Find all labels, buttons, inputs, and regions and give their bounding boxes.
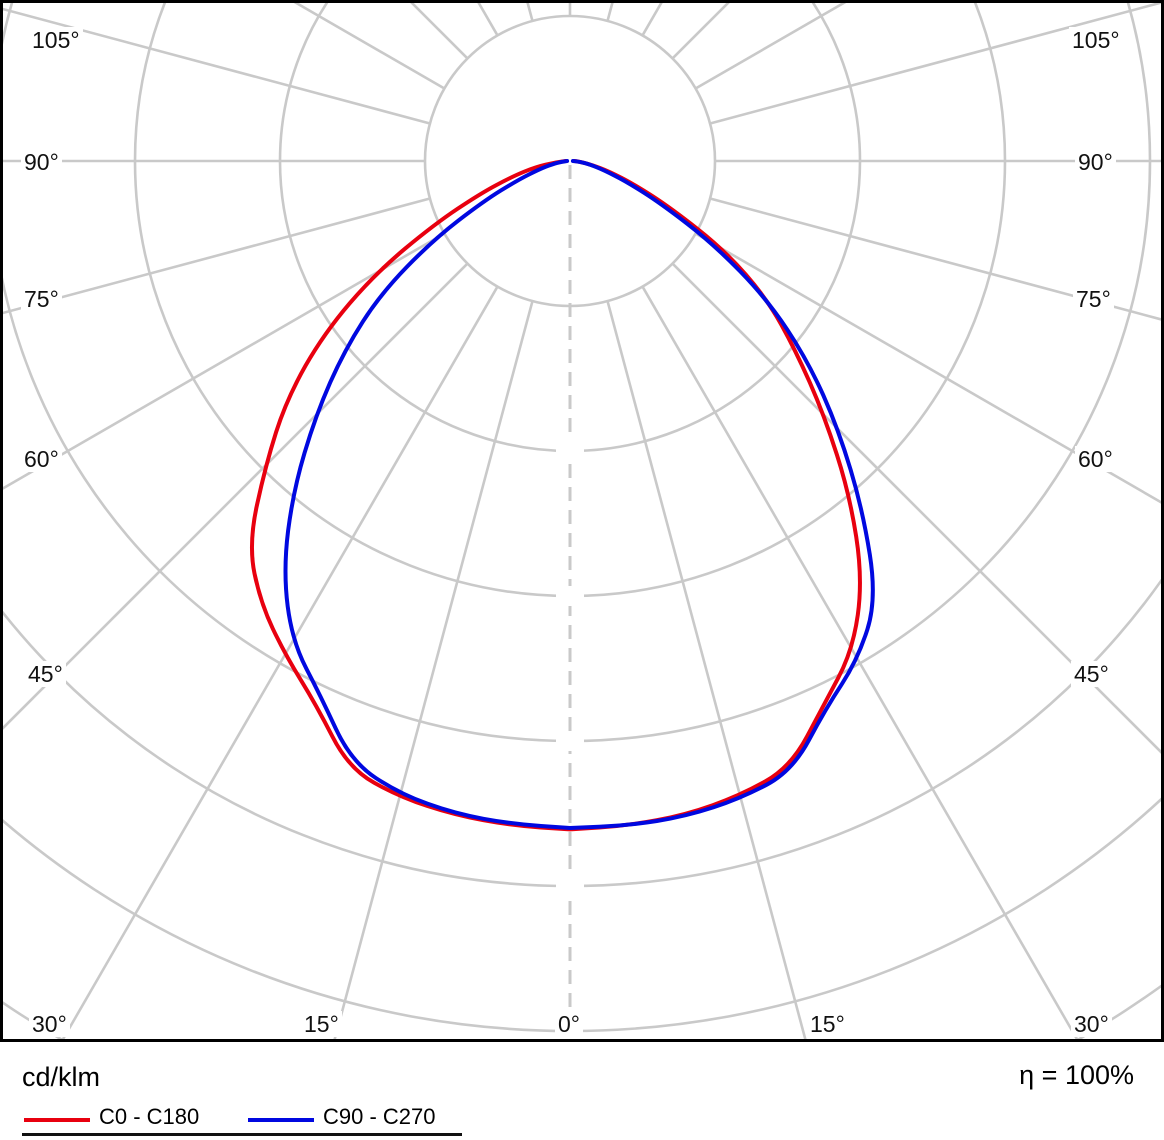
angle-label: 15°: [807, 1011, 848, 1037]
angle-label: 90°: [21, 149, 62, 175]
grid-ray: [709, 3, 1161, 125]
angle-label: 75°: [21, 286, 62, 312]
efficiency-label: η = 100%: [1019, 1060, 1134, 1090]
angle-label: 60°: [21, 446, 62, 472]
angle-label: 90°: [1075, 149, 1116, 175]
polar-chart-svg: [3, 3, 1161, 1039]
grid-ray: [606, 3, 614, 22]
grid-ray: [3, 262, 469, 730]
angle-label: 0°: [555, 1011, 583, 1037]
legend-line-c0-c180: [24, 1118, 90, 1122]
grid-ray: [61, 285, 499, 1039]
grid-ray: [3, 7, 431, 125]
polar-plot-area: 105° 105° 90° 90° 75° 75° 60° 60° 45° 45° 30° 15° 0°…: [0, 0, 1164, 1042]
grid-ray: [709, 197, 1161, 321]
axis-label-gap: [556, 586, 584, 606]
grid-ray: [3, 232, 446, 490]
grid-ray: [3, 197, 431, 315]
units-label: cd/klm: [22, 1062, 101, 1092]
legend-line-c90-c270: [248, 1118, 314, 1122]
angle-label: 45°: [25, 661, 66, 687]
legend-label-c90-c270: C90 - C270: [323, 1104, 436, 1129]
curve-c90-c270: [283, 159, 875, 830]
angle-label: 105°: [1069, 27, 1123, 53]
footer: cd/klm η = 100% C0 - C180 C90 - C270: [0, 1042, 1164, 1140]
angle-label: 75°: [1073, 286, 1114, 312]
axis-label-gap: [556, 441, 584, 461]
grid-ray: [333, 300, 534, 1039]
angle-label: 45°: [1071, 661, 1112, 687]
angle-label: 15°: [301, 1011, 342, 1037]
angle-label: 105°: [29, 27, 83, 53]
grid-ray: [606, 300, 807, 1039]
legend-underline: [22, 1133, 462, 1136]
grid-ray: [694, 232, 1161, 504]
curve-c0-c180: [249, 159, 862, 832]
angle-label: 30°: [1071, 1011, 1112, 1037]
grid-ring: [3, 3, 1152, 743]
axis-label-gap: [556, 731, 584, 751]
legend-label-c0-c180: C0 - C180: [99, 1104, 200, 1129]
grid-ray: [526, 3, 534, 22]
axis-label-gap: [556, 876, 584, 896]
angle-label: 60°: [1075, 446, 1116, 472]
grid-ray: [671, 262, 1161, 754]
grid-ray: [641, 285, 1079, 1039]
angle-label: 30°: [29, 1011, 70, 1037]
grid-ring: [133, 3, 1007, 598]
